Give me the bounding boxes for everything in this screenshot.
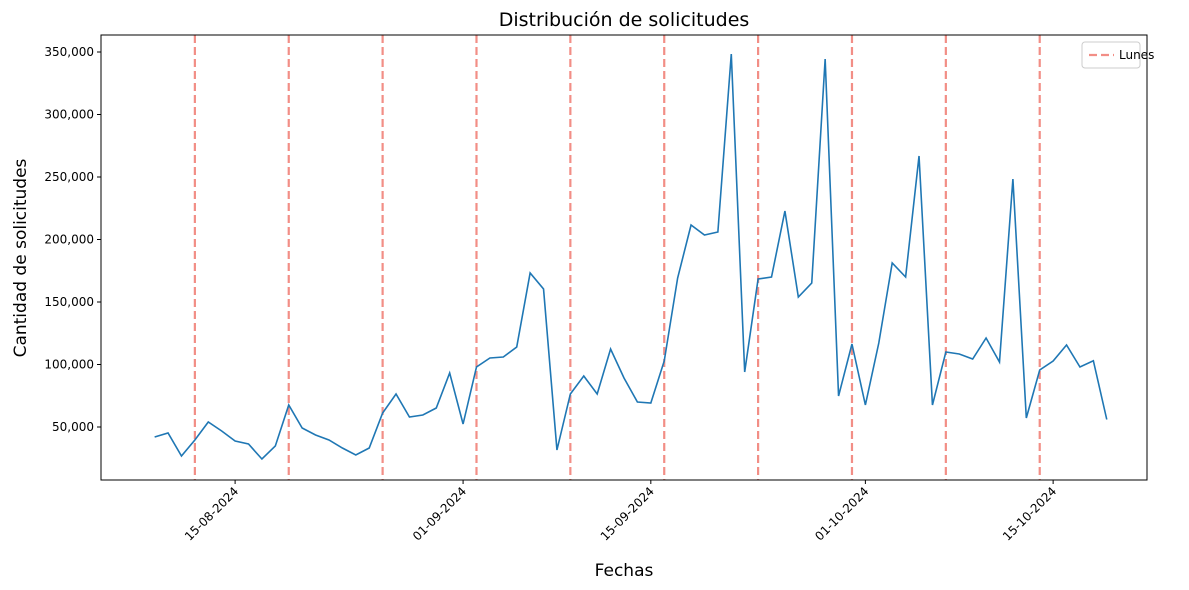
x-tick-label: 15-08-2024 [182, 484, 241, 543]
y-tick-label: 300,000 [44, 108, 94, 122]
y-tick-label: 200,000 [44, 233, 94, 247]
legend-box [1081, 41, 1141, 69]
x-tick-label: 15-10-2024 [1000, 484, 1059, 543]
y-axis-label: Cantidad de solicitudes [11, 158, 31, 357]
y-tick-label: 100,000 [44, 358, 94, 372]
y-tick-label: 50,000 [52, 420, 94, 434]
y-tick-label: 150,000 [44, 295, 94, 309]
x-axis-label: Fechas [595, 561, 654, 581]
legend-label: Lunes [1119, 48, 1154, 62]
chart-title: Distribución de solicitudes [499, 9, 750, 31]
plot-frame [100, 34, 1148, 481]
y-tick-label: 250,000 [44, 170, 94, 184]
x-tick-label: 15-09-2024 [598, 484, 657, 543]
x-tick-label: 01-10-2024 [812, 484, 871, 543]
x-tick-label: 01-09-2024 [410, 484, 469, 543]
y-tick-label: 350,000 [44, 45, 94, 59]
data-line [154, 53, 1108, 461]
